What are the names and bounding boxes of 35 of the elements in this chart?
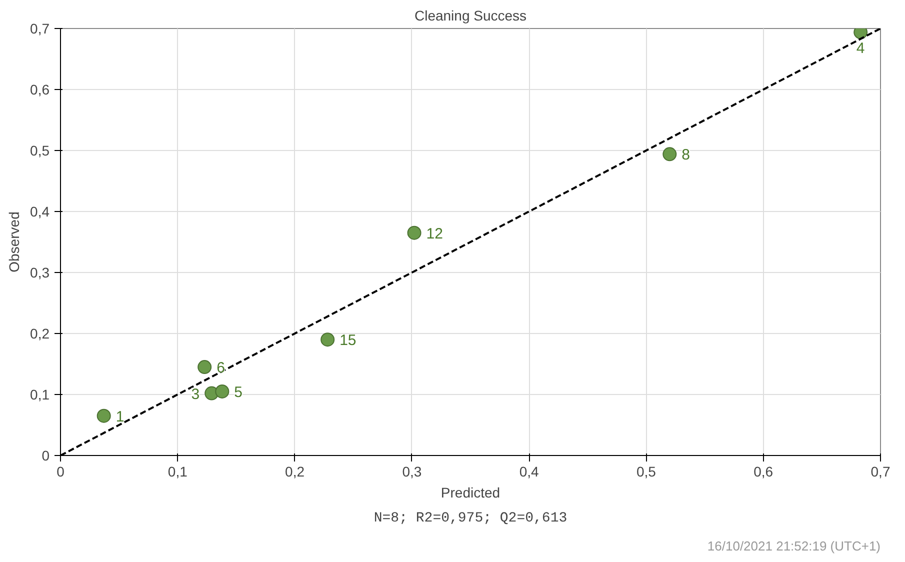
annotation: 6 <box>216 360 225 377</box>
x-tick-label: 0,1 <box>168 464 188 480</box>
x-tick-label: 0,7 <box>870 464 890 480</box>
x-tick-label: 0,4 <box>519 464 540 480</box>
annotation: 1 <box>116 408 124 426</box>
annotation: 8 <box>682 146 690 164</box>
point <box>215 384 230 398</box>
y-tick-label: 0,6 <box>30 82 50 98</box>
y-tick-label: 0,4 <box>30 204 50 220</box>
y-tick-label: 0,5 <box>30 142 50 158</box>
x-tick-label: 0,6 <box>754 464 774 480</box>
annotation: 12 <box>426 225 443 242</box>
x-tick-label: 0 <box>56 464 65 480</box>
point <box>407 226 422 240</box>
point <box>662 147 677 162</box>
y-tick-label: 0,1 <box>30 386 50 402</box>
x-tick-label: 0,2 <box>285 464 305 480</box>
point <box>96 408 111 423</box>
x-tick-label: 0,5 <box>636 464 656 480</box>
y-tick-label: 0 <box>42 448 50 464</box>
annotation: 15 <box>340 332 356 350</box>
text: N=8; R2=0,975; Q2=0,613 <box>374 510 568 526</box>
annotation: 5 <box>234 384 242 401</box>
annotation: 3 <box>191 386 200 403</box>
text: 16/10/2021 21:52:19 (UTC+1) <box>707 538 881 554</box>
y-axis-title: Observed <box>6 212 22 272</box>
x-axis-title: Predicted <box>440 484 500 500</box>
y-tick-label: 0,2 <box>30 326 50 342</box>
chart-title: Cleaning Success <box>414 8 527 24</box>
y-tick-label: 0,3 <box>30 264 50 280</box>
point <box>198 360 212 374</box>
annotation: 4 <box>856 40 865 58</box>
point <box>320 332 335 347</box>
y-tick-label: 0,7 <box>30 20 50 36</box>
x-tick-label: 0,3 <box>402 464 422 480</box>
